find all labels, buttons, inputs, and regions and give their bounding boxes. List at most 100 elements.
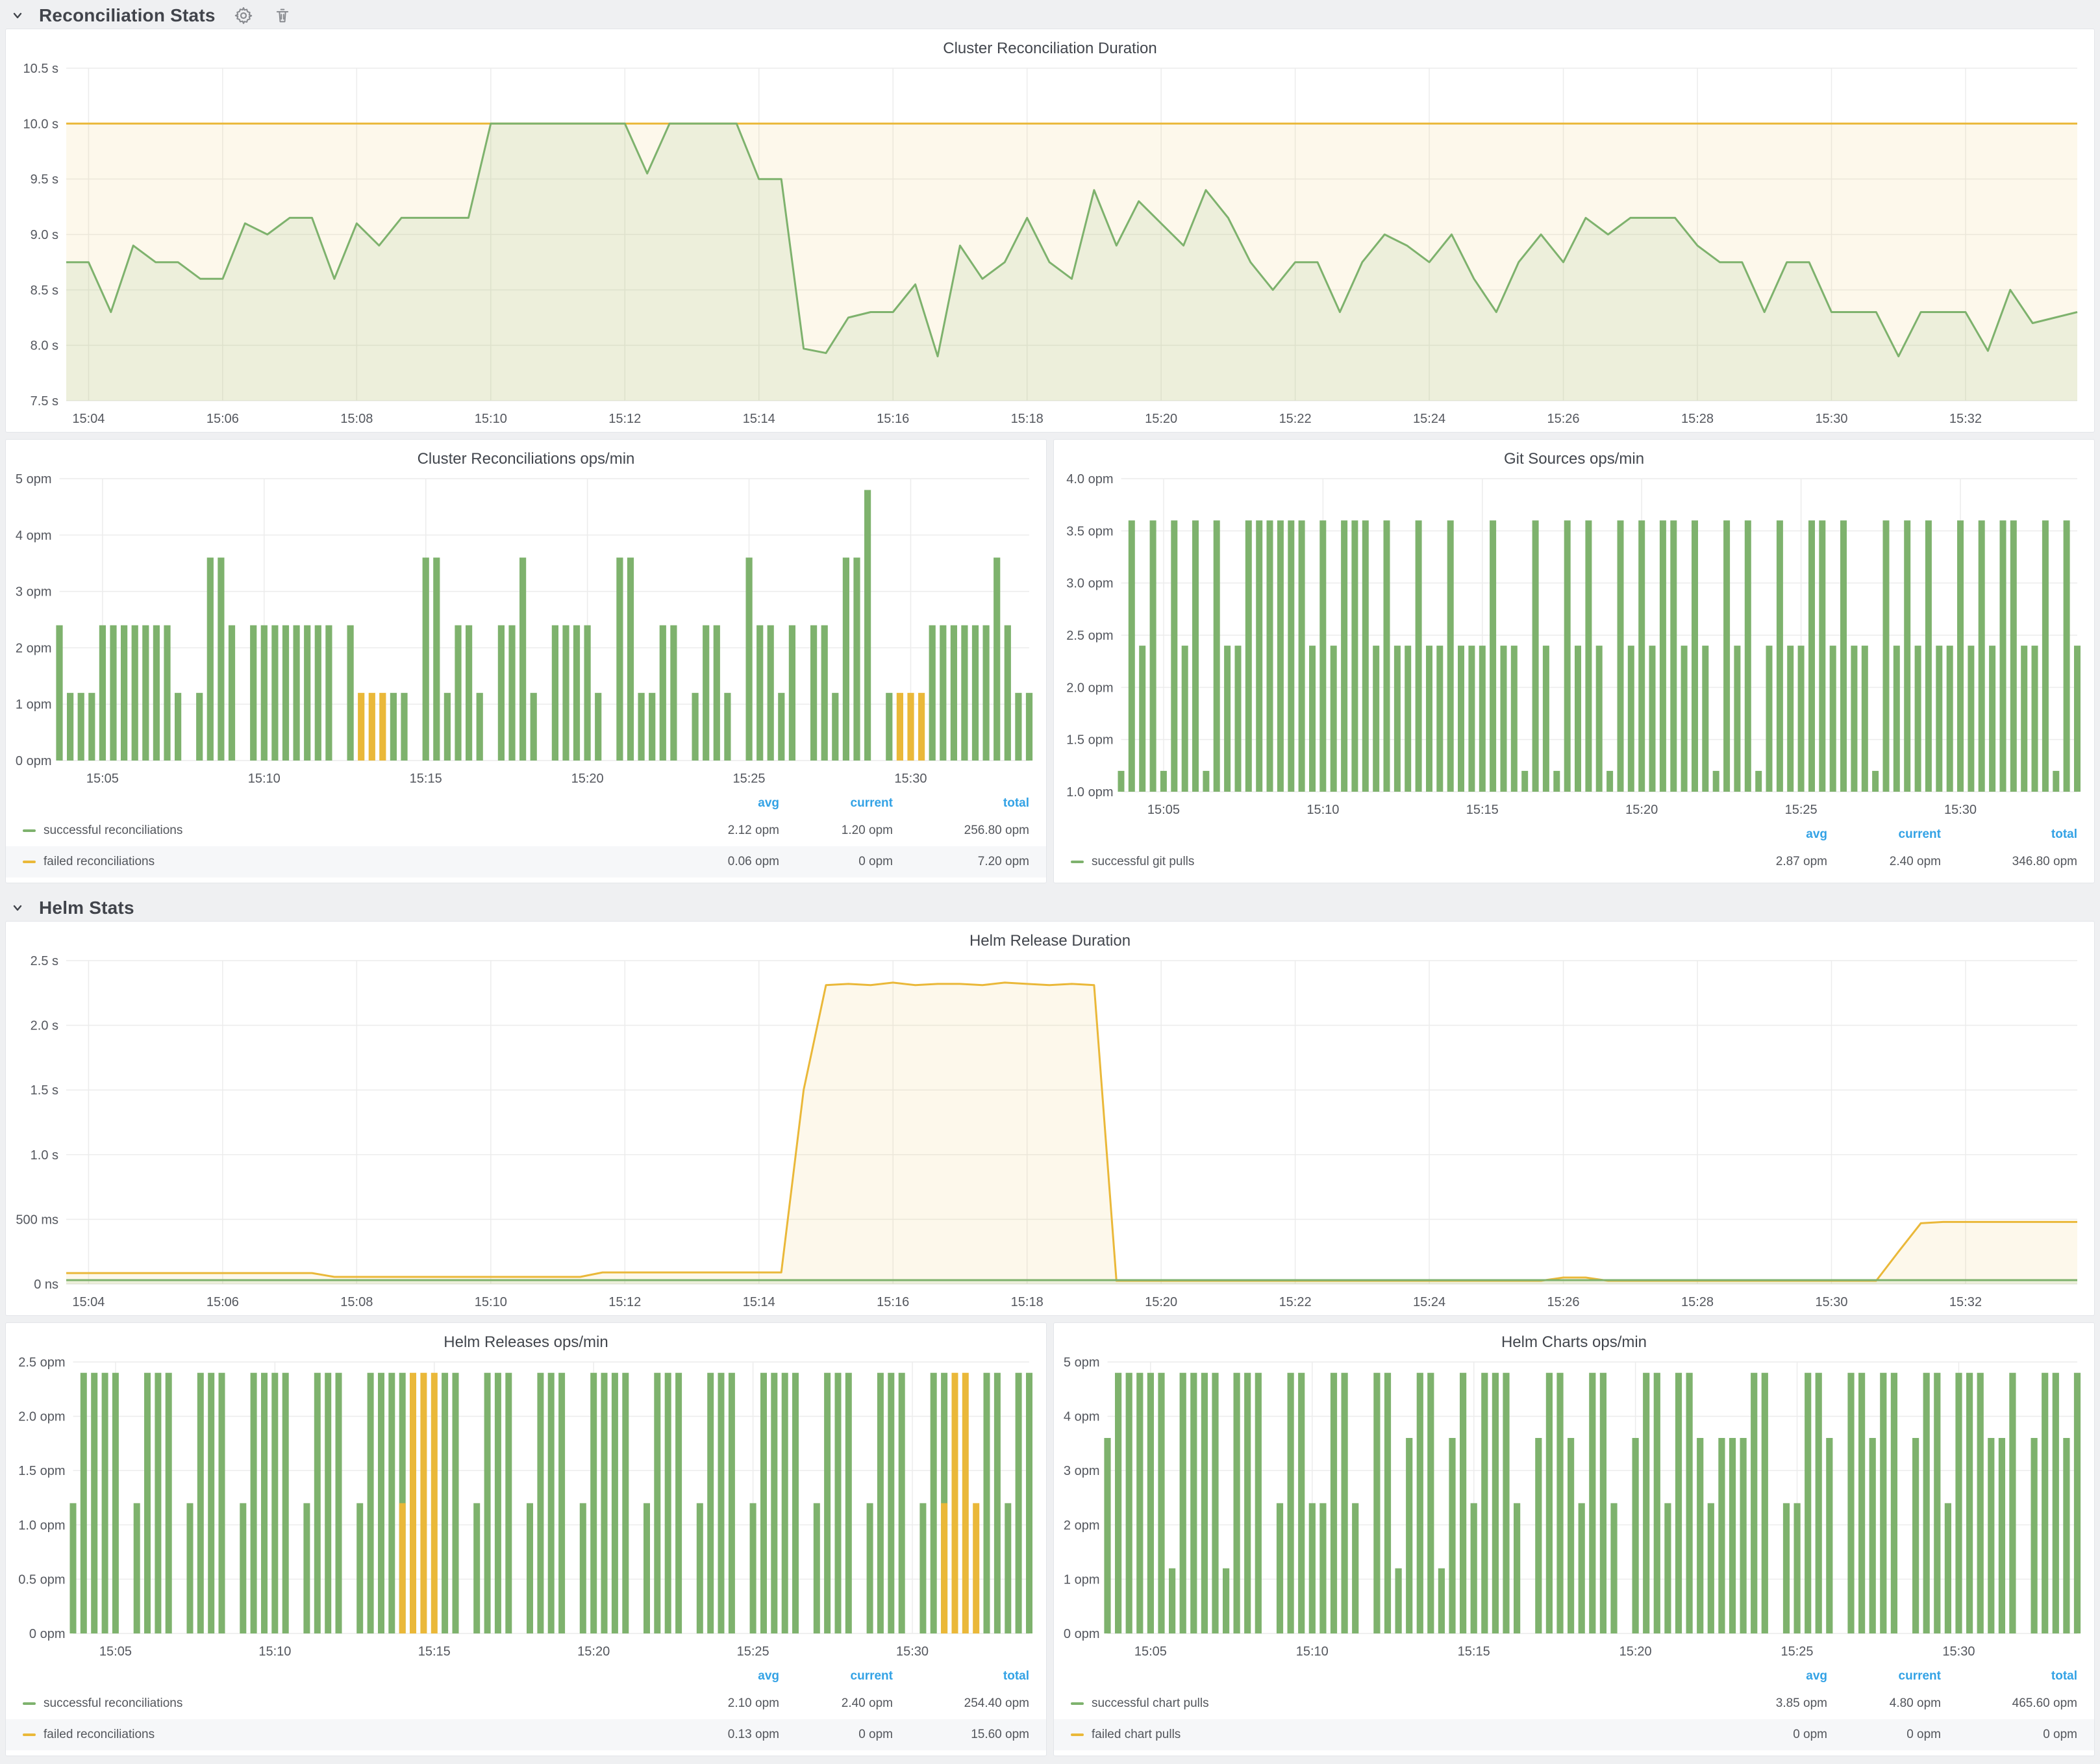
svg-text:15:05: 15:05 (1147, 803, 1180, 817)
svg-text:2.0 s: 2.0 s (31, 1019, 58, 1033)
helm-release-duration-chart[interactable]: 15:04 15:06 15:08 15:10 15:12 15:14 15:16 15:18… (6, 951, 2094, 1315)
svg-text:15:30: 15:30 (1944, 803, 1977, 817)
stat-avg: 2.87 opm (1775, 855, 1827, 868)
helm-charts-chart[interactable]: 15:05 15:10 15:15 15:20 15:25 15:30 0 opm 1 opm… (1054, 1353, 2094, 1665)
cluster-reconciliations-chart[interactable]: 15:05 15:10 15:15 15:20 15:25 15:30 0 opm 1 opm… (6, 470, 1046, 792)
panel-title[interactable]: Cluster Reconciliations ops/min (417, 450, 635, 468)
stat-total: 346.80 opm (2012, 855, 2077, 868)
series-label[interactable]: successful git pulls (1092, 855, 1195, 868)
chart-svg: 15:05 15:10 15:15 15:20 15:25 15:30 0 opm 0.5 o… (18, 1355, 1032, 1659)
svg-text:7.5 s: 7.5 s (31, 394, 58, 409)
series-label[interactable]: successful reconciliations (44, 824, 183, 837)
panel-title[interactable]: Git Sources ops/min (1503, 450, 1645, 468)
stat-current: 0 opm (858, 855, 893, 868)
section-title[interactable]: Helm Stats (39, 898, 134, 918)
section-header-helm-stats[interactable]: Helm Stats (0, 892, 2100, 921)
svg-text:15:30: 15:30 (1815, 1295, 1847, 1309)
svg-text:4 opm: 4 opm (1064, 1410, 1100, 1424)
svg-text:5 opm: 5 opm (1064, 1355, 1100, 1370)
svg-text:15:32: 15:32 (1949, 412, 1982, 426)
svg-text:15:25: 15:25 (1781, 1644, 1814, 1659)
legend-sort-avg[interactable]: avg (758, 1669, 779, 1683)
series-swatch-icon (1071, 1702, 1084, 1705)
legend-sort-current[interactable]: current (1898, 1669, 1941, 1683)
svg-text:1.5 opm: 1.5 opm (18, 1464, 65, 1478)
svg-text:500 ms: 500 ms (16, 1213, 58, 1227)
svg-text:15:22: 15:22 (1279, 412, 1312, 426)
legend-sort-total[interactable]: total (1003, 1669, 1029, 1683)
chart-svg: 15:04 15:06 15:08 15:10 15:12 15:14 15:16 15:18… (23, 62, 2078, 426)
svg-text:15:28: 15:28 (1681, 412, 1714, 426)
svg-text:15:10: 15:10 (248, 772, 281, 786)
svg-text:15:06: 15:06 (206, 1295, 239, 1309)
helm-releases-legend: avg current total successful reconciliat… (6, 1665, 1046, 1756)
svg-text:0 opm: 0 opm (1064, 1627, 1100, 1641)
svg-text:15:10: 15:10 (258, 1644, 291, 1659)
legend-sort-avg[interactable]: avg (1806, 827, 1827, 841)
svg-text:15:20: 15:20 (1619, 1644, 1652, 1659)
svg-text:8.5 s: 8.5 s (31, 283, 58, 297)
series-label[interactable]: failed chart pulls (1092, 1728, 1181, 1741)
svg-text:15:20: 15:20 (1145, 1295, 1177, 1309)
svg-text:15:18: 15:18 (1011, 1295, 1044, 1309)
svg-text:15:15: 15:15 (1458, 1644, 1490, 1659)
stat-current: 2.40 opm (841, 1696, 893, 1710)
stat-current: 1.20 opm (841, 824, 893, 837)
legend-row: successful chart pulls 3.85 opm 4.80 opm… (1054, 1688, 2094, 1719)
chevron-down-icon[interactable] (9, 7, 26, 24)
chevron-down-icon[interactable] (9, 900, 26, 916)
legend-sort-total[interactable]: total (2051, 827, 2077, 841)
series-swatch-icon (23, 1733, 36, 1736)
legend-row: successful reconciliations 2.12 opm 1.20… (6, 815, 1046, 846)
svg-text:2.5 opm: 2.5 opm (1066, 629, 1113, 643)
helm-releases-chart[interactable]: 15:05 15:10 15:15 15:20 15:25 15:30 0 opm 0.5 o… (6, 1353, 1046, 1665)
series-label[interactable]: failed reconciliations (44, 1728, 155, 1741)
legend-sort-total[interactable]: total (2051, 1669, 2077, 1683)
series-swatch-icon (1071, 1733, 1084, 1736)
svg-text:15:14: 15:14 (743, 412, 775, 426)
git-sources-chart[interactable]: 15:05 15:10 15:15 15:20 15:25 15:30 1.0 opm 1.5… (1054, 470, 2094, 823)
stat-avg: 0.06 opm (727, 855, 779, 868)
svg-text:15:05: 15:05 (86, 772, 119, 786)
stat-avg: 2.10 opm (727, 1696, 779, 1710)
section-title[interactable]: Reconciliation Stats (39, 5, 216, 25)
gear-icon[interactable] (232, 5, 255, 27)
panel-title[interactable]: Helm Release Duration (969, 932, 1131, 950)
svg-text:15:20: 15:20 (1145, 412, 1177, 426)
series-label[interactable]: failed reconciliations (44, 855, 155, 868)
svg-text:15:10: 15:10 (475, 412, 507, 426)
chart-svg: 15:05 15:10 15:15 15:20 15:25 15:30 1.0 opm 1.5… (1066, 472, 2081, 817)
trash-icon[interactable] (271, 5, 294, 27)
series-swatch-icon (23, 829, 36, 832)
series-label[interactable]: successful chart pulls (1092, 1696, 1209, 1710)
legend-sort-current[interactable]: current (850, 1669, 893, 1683)
chart-svg: 15:04 15:06 15:08 15:10 15:12 15:14 15:16 15:18… (16, 954, 2077, 1309)
series-swatch-icon (23, 861, 36, 863)
svg-text:15:06: 15:06 (206, 412, 239, 426)
svg-text:15:05: 15:05 (1134, 1644, 1167, 1659)
svg-text:4 opm: 4 opm (16, 529, 52, 543)
series-swatch-icon (23, 1702, 36, 1705)
svg-text:4.0 opm: 4.0 opm (1066, 472, 1113, 486)
legend-sort-total[interactable]: total (1003, 796, 1029, 810)
series-label[interactable]: successful reconciliations (44, 1696, 183, 1710)
section-header-reconciliation-stats[interactable]: Reconciliation Stats (0, 0, 2100, 29)
svg-text:9.5 s: 9.5 s (31, 173, 58, 187)
panel-title[interactable]: Cluster Reconciliation Duration (943, 40, 1157, 57)
chart-svg: 15:05 15:10 15:15 15:20 15:25 15:30 0 opm 1 opm… (1064, 1355, 2081, 1659)
panel-title[interactable]: Helm Charts ops/min (1501, 1333, 1647, 1351)
legend-sort-current[interactable]: current (1898, 827, 1941, 841)
svg-text:15:30: 15:30 (1942, 1644, 1975, 1659)
legend-sort-avg[interactable]: avg (758, 796, 779, 810)
panel-title[interactable]: Helm Releases ops/min (444, 1333, 608, 1351)
svg-text:1.0 opm: 1.0 opm (1066, 785, 1113, 800)
legend-stats-header: avg current total (1054, 823, 2094, 846)
legend-sort-avg[interactable]: avg (1806, 1669, 1827, 1683)
svg-text:3.5 opm: 3.5 opm (1066, 524, 1113, 538)
svg-text:15:28: 15:28 (1681, 1295, 1714, 1309)
cluster-duration-chart[interactable]: 15:04 15:06 15:08 15:10 15:12 15:14 15:16 15:18… (6, 59, 2094, 432)
svg-text:0 ns: 0 ns (34, 1278, 58, 1292)
svg-text:15:30: 15:30 (894, 772, 927, 786)
legend-sort-current[interactable]: current (850, 796, 893, 810)
svg-text:15:10: 15:10 (1306, 803, 1339, 817)
